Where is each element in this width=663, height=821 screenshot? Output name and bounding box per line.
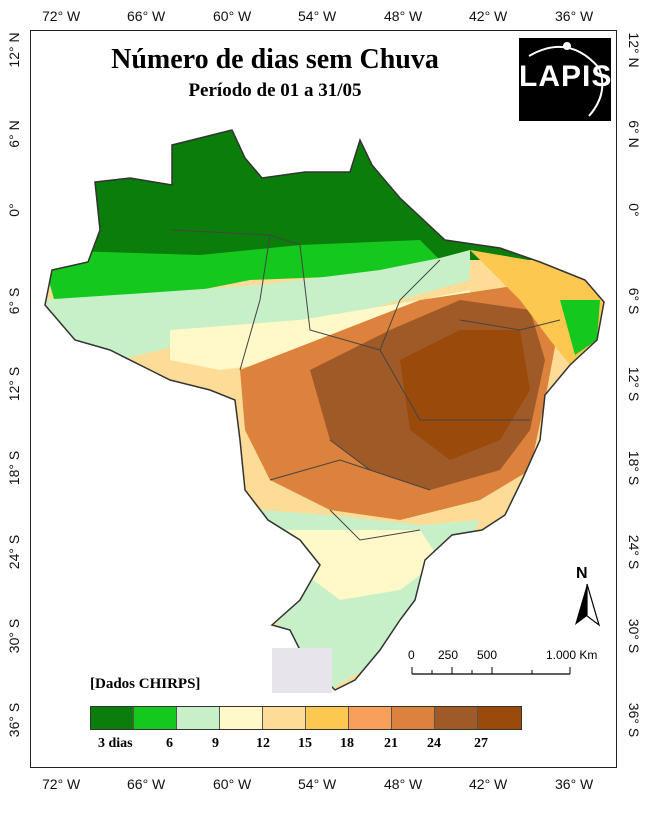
scale-label: 1.000 Km (546, 648, 598, 662)
uruguay-shading (272, 648, 332, 693)
legend-swatch (263, 707, 306, 729)
bottom-lon-label: 48° W (384, 776, 423, 792)
scale-label: 0 (408, 648, 415, 662)
legend-swatch (134, 707, 177, 729)
legend-swatch (220, 707, 263, 729)
north-arrow-icon (575, 583, 601, 627)
bottom-lon-label: 36° W (555, 776, 594, 792)
top-lon-label: 60° W (213, 8, 252, 24)
top-lon-label: 66° W (127, 8, 166, 24)
data-source-note: [Dados CHIRPS] (90, 676, 201, 692)
scale-bar (411, 667, 571, 675)
legend-label: 15 (298, 736, 312, 751)
legend-swatch (392, 707, 435, 729)
legend-label: 9 (212, 736, 219, 751)
scale-label: 250 (438, 648, 459, 662)
legend-swatch (91, 707, 134, 729)
legend-swatch (478, 707, 521, 729)
legend-label: 24 (427, 736, 441, 751)
legend-swatch (177, 707, 220, 729)
legend-label: 27 (474, 736, 488, 751)
legend-label: 3 dias (98, 736, 133, 751)
scale-label: 500 (477, 648, 498, 662)
lapis-logo-text: LAPIS (519, 60, 613, 93)
north-label: N (576, 565, 588, 582)
legend-label: 12 (256, 736, 270, 751)
legend-swatch (349, 707, 392, 729)
lapis-logo: LAPIS (519, 38, 611, 121)
legend-label: 6 (166, 736, 173, 751)
bottom-lon-label: 60° W (213, 776, 252, 792)
top-lon-label: 72° W (42, 8, 81, 24)
top-lon-label: 36° W (555, 8, 594, 24)
top-lon-label: 54° W (298, 8, 337, 24)
bottom-lon-label: 42° W (469, 776, 508, 792)
legend-swatch (306, 707, 349, 729)
top-lon-label: 42° W (469, 8, 508, 24)
bottom-lon-label: 66° W (127, 776, 166, 792)
map-subtitle: Período de 01 a 31/05 (188, 80, 362, 101)
top-lon-label: 48° W (384, 8, 423, 24)
legend-swatch (435, 707, 478, 729)
legend-label: 18 (340, 736, 354, 751)
bottom-lon-label: 54° W (298, 776, 337, 792)
color-legend (90, 706, 522, 730)
bottom-lon-label: 72° W (42, 776, 81, 792)
map-title: Número de dias sem Chuva (111, 44, 439, 75)
map-frame (30, 30, 617, 768)
legend-label: 21 (384, 736, 398, 751)
